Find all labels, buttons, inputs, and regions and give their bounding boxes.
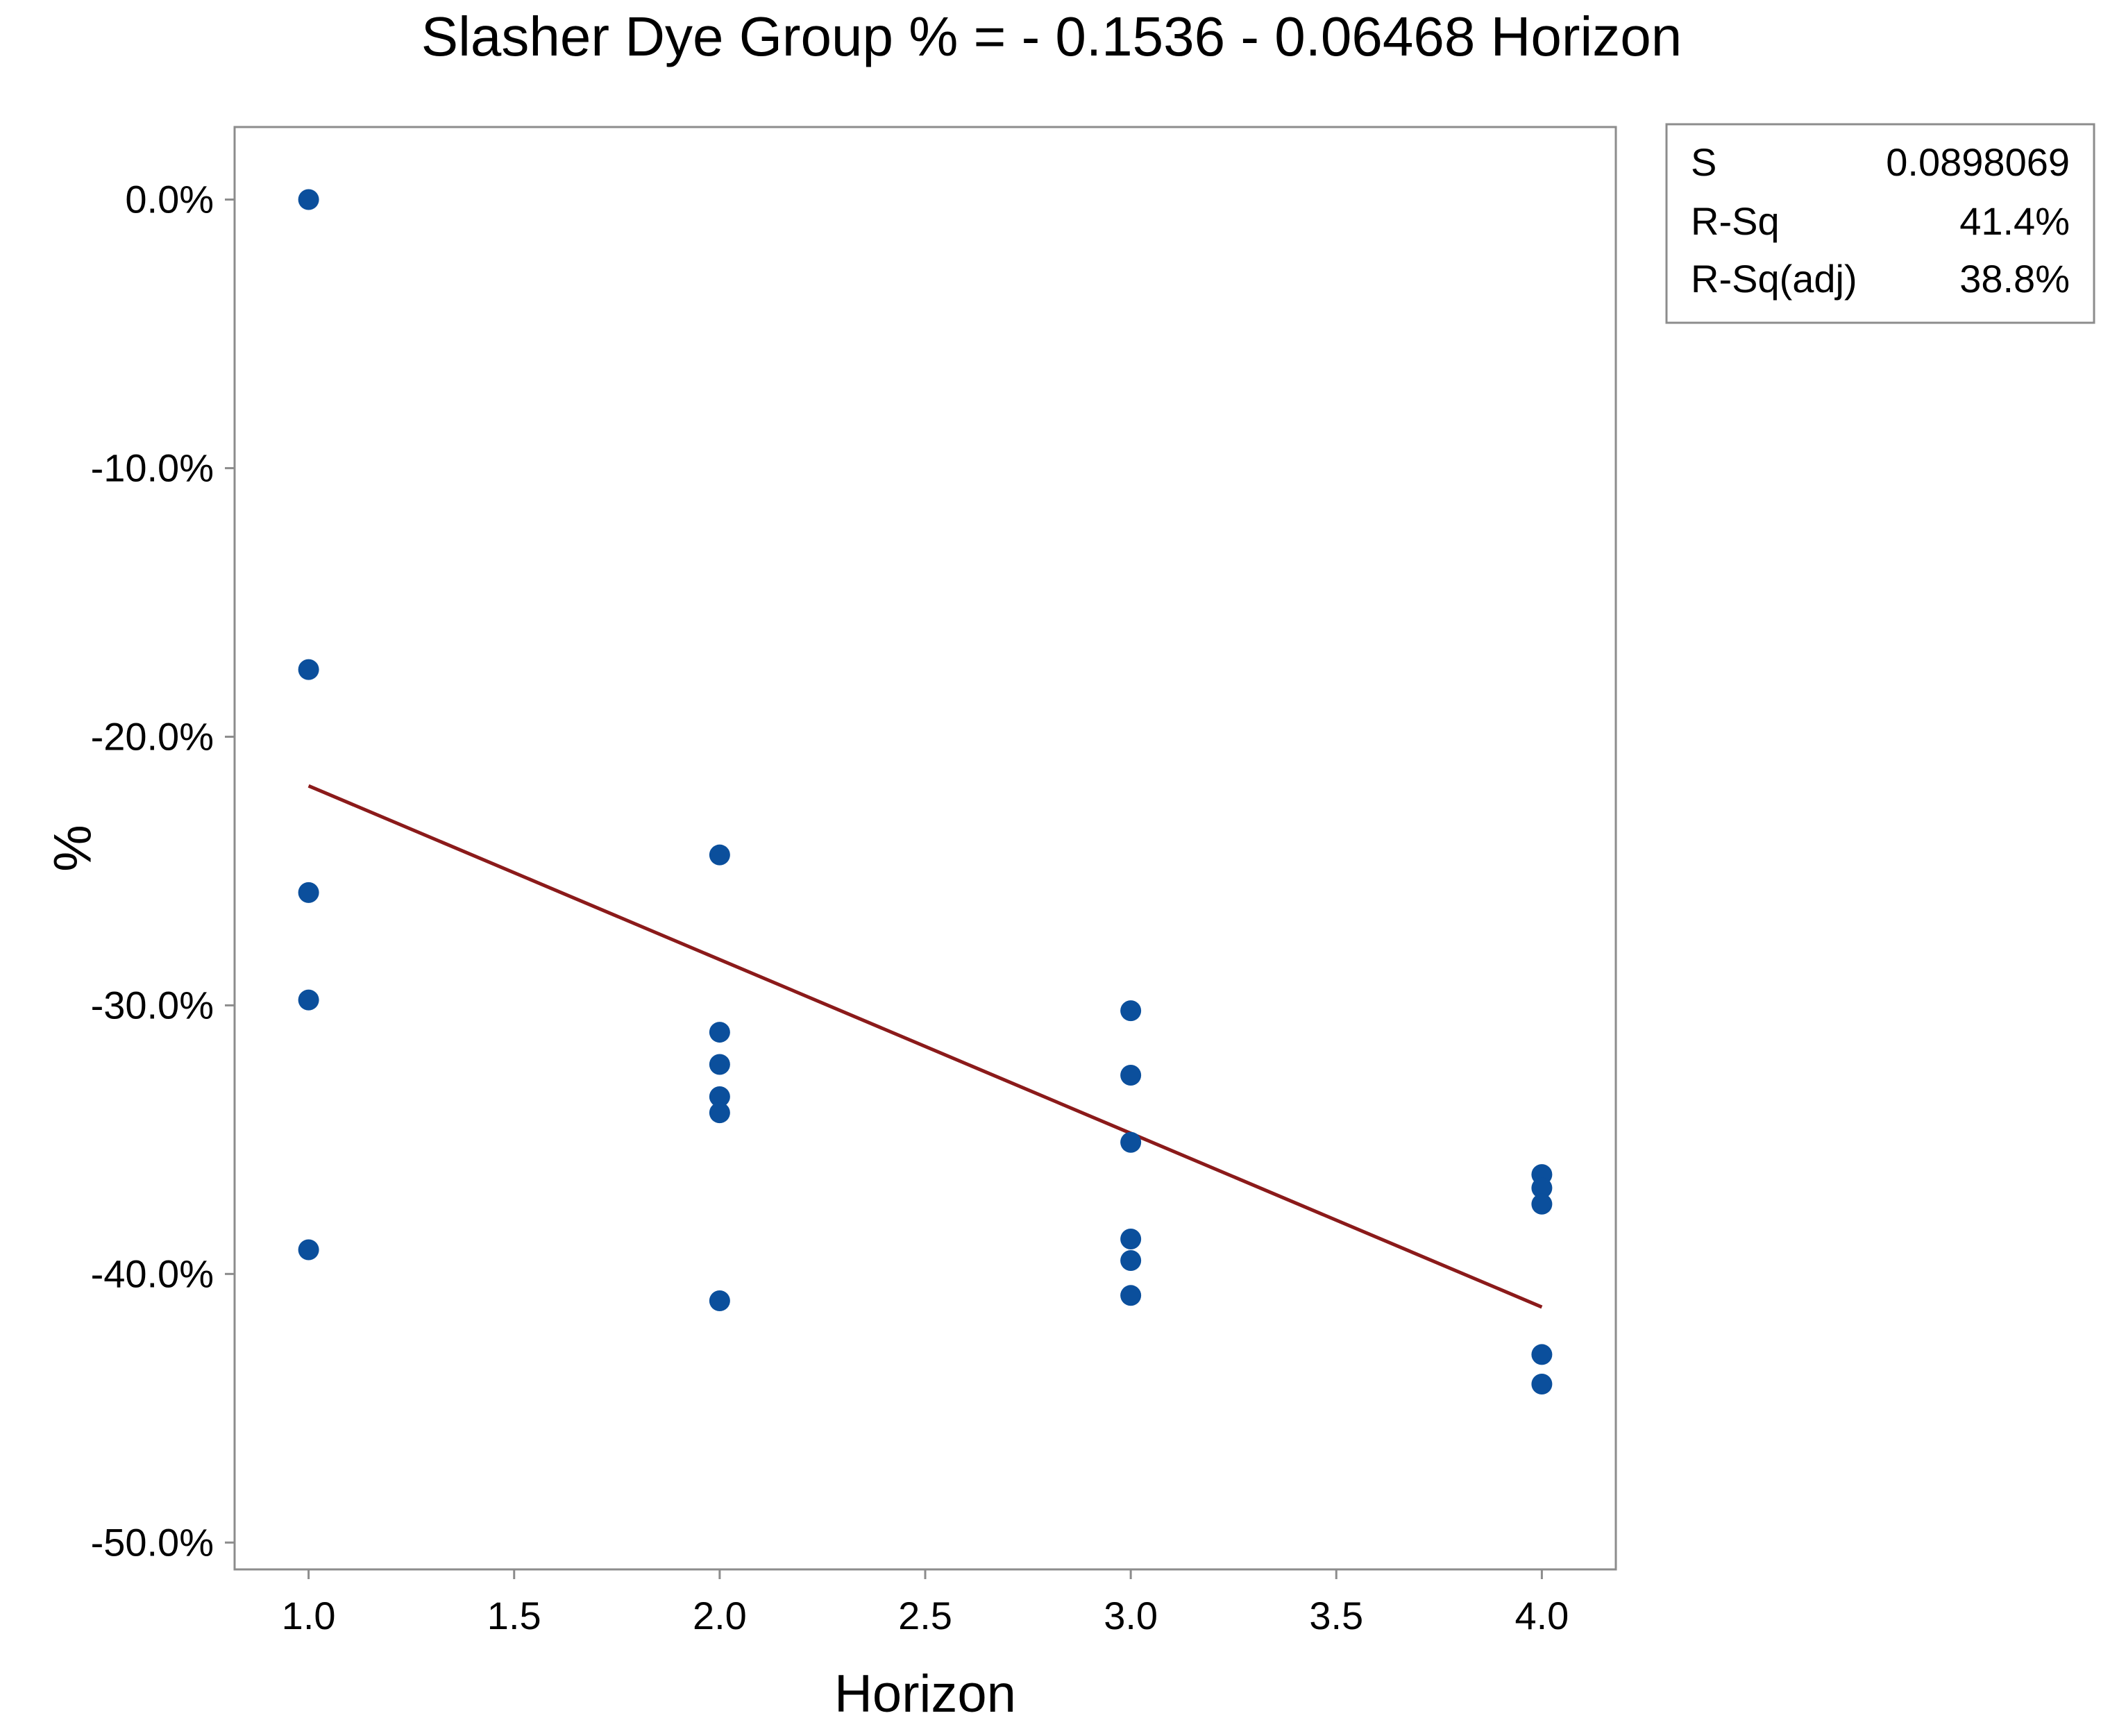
data-point: [709, 844, 730, 866]
chart-title: Slasher Dye Group % = - 0.1536 - 0.06468…: [421, 6, 1682, 67]
data-point: [298, 189, 319, 210]
stats-box-frame: [1665, 123, 2095, 324]
x-tick-label: 1.0: [282, 1594, 336, 1637]
y-tick-label: 0.0%: [125, 177, 214, 221]
x-tick-label: 4.0: [1514, 1594, 1569, 1637]
data-point: [709, 1290, 730, 1312]
data-point: [1120, 1000, 1142, 1022]
plot-area: [233, 126, 1617, 1571]
stat-value-rsq: 41.4%: [1959, 199, 2070, 243]
data-point: [1531, 1373, 1553, 1394]
data-point: [1120, 1131, 1142, 1153]
stats-box: S 0.0898069 R-Sq 41.4% R-Sq(adj) 38.8%: [1665, 123, 2095, 324]
data-point: [1531, 1177, 1553, 1199]
stat-value-rsq-adj: 38.8%: [1959, 257, 2070, 301]
stat-label-rsq: R-Sq: [1691, 199, 1780, 243]
y-axis: 0.0% -10.0% -20.0% -30.0% -40.0% -50.0%: [91, 177, 235, 1564]
data-point: [298, 989, 319, 1011]
stat-label-rsq-adj: R-Sq(adj): [1691, 257, 1857, 301]
data-point: [709, 1086, 730, 1107]
y-tick-label: -50.0%: [91, 1520, 214, 1564]
data-point: [709, 1054, 730, 1075]
data-point: [298, 1239, 319, 1261]
x-tick-label: 3.5: [1309, 1594, 1363, 1637]
y-tick-label: -30.0%: [91, 983, 214, 1027]
data-point: [1120, 1249, 1142, 1271]
data-point: [1120, 1229, 1142, 1250]
data-point: [298, 882, 319, 903]
x-tick-label: 2.5: [898, 1594, 952, 1637]
x-tick-label: 3.0: [1104, 1594, 1158, 1637]
regression-line: [307, 784, 1543, 1309]
stat-label-s: S: [1691, 140, 1716, 184]
data-point: [1531, 1344, 1553, 1365]
x-axis: 1.0 1.5 2.0 2.5 3.0 3.5 4.0: [282, 1569, 1569, 1637]
data-point: [1120, 1285, 1142, 1306]
data-point: [1531, 1193, 1553, 1215]
data-point: [709, 1102, 730, 1124]
x-axis-label: Horizon: [834, 1665, 1016, 1724]
x-tick-label: 1.5: [487, 1594, 541, 1637]
y-axis-label: %: [42, 825, 101, 872]
data-points: [298, 189, 1553, 1394]
stat-value-s: 0.0898069: [1886, 140, 2070, 184]
y-tick-label: -10.0%: [91, 446, 214, 489]
data-point: [298, 659, 319, 680]
data-point: [709, 1022, 730, 1043]
y-tick-label: -20.0%: [91, 714, 214, 758]
y-tick-label: -40.0%: [91, 1252, 214, 1295]
x-tick-label: 2.0: [693, 1594, 747, 1637]
data-point: [1120, 1064, 1142, 1086]
